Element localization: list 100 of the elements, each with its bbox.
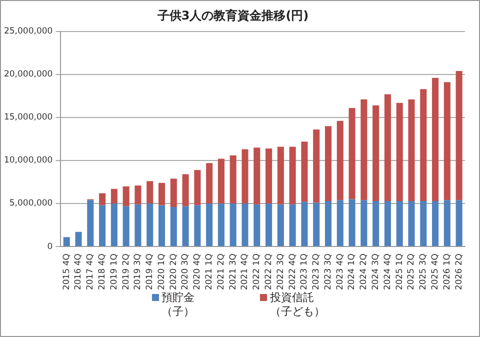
bar — [420, 89, 427, 201]
x-tick-label: 2024 4Q — [382, 253, 393, 290]
x-tick-label: 2022 4Q — [288, 253, 298, 290]
bar — [206, 163, 213, 204]
bar — [242, 204, 248, 246]
bar — [99, 205, 106, 246]
bar — [110, 204, 118, 246]
x-tick-label: 2020 4Q — [192, 253, 203, 290]
bar — [277, 146, 284, 204]
bar — [360, 99, 368, 200]
bar — [75, 232, 82, 246]
x-tick-label: 2023 3Q — [323, 253, 334, 290]
bar — [254, 148, 260, 204]
y-tick-label: 10,000,000 — [4, 156, 53, 166]
bar — [182, 206, 189, 246]
bar — [266, 204, 272, 246]
bar — [194, 205, 201, 246]
x-tick-label: 2019 4Q — [145, 253, 156, 290]
bar — [170, 178, 177, 207]
bar — [396, 102, 403, 201]
bar — [324, 126, 332, 201]
x-tick-label: 2023 1Q — [300, 253, 310, 290]
bar — [99, 193, 106, 206]
bar — [218, 204, 224, 246]
bar — [194, 170, 201, 206]
bar — [206, 204, 213, 246]
bar — [432, 200, 439, 246]
bar — [110, 188, 118, 204]
bar — [266, 148, 272, 204]
x-tick-label: 2021 1Q — [204, 253, 215, 290]
bar — [87, 200, 94, 246]
bar — [420, 200, 427, 246]
x-tick-label: 2026 1Q — [442, 253, 452, 290]
bar — [372, 200, 380, 246]
x-tick-label: 2020 1Q — [156, 253, 167, 290]
bar — [158, 182, 166, 206]
bar — [324, 200, 332, 246]
bar — [134, 185, 142, 204]
bar — [384, 94, 391, 201]
x-tick-label: 2025 2Q — [406, 253, 417, 290]
legend-label: 預貯金（子） — [162, 291, 196, 319]
bar — [301, 142, 308, 202]
x-tick-label: 2026 2Q — [454, 253, 464, 290]
x-tick-label: 2024 2Q — [359, 253, 370, 290]
x-tick-label: 2016 4Q — [74, 253, 84, 290]
y-tick-label: 20,000,000 — [4, 70, 53, 80]
bar — [122, 186, 130, 206]
bar — [289, 146, 296, 204]
bar — [456, 70, 462, 200]
x-tick-label: 2022 2Q — [264, 253, 274, 290]
x-tick-label: 2021 2Q — [216, 253, 226, 290]
bar — [396, 200, 403, 246]
bar — [242, 149, 248, 204]
y-tick-label: 15,000,000 — [4, 112, 53, 123]
bar — [408, 200, 415, 246]
x-tick-label: 2025 4Q — [430, 253, 440, 290]
y-tick-label: 25,000,000 — [4, 26, 53, 37]
bar — [289, 204, 296, 246]
y-tick-label: 5,000,000 — [9, 198, 53, 209]
bar — [313, 130, 320, 203]
bar — [254, 204, 260, 246]
x-tick-label: 2025 3Q — [418, 253, 429, 290]
bar — [230, 155, 236, 204]
bar — [336, 200, 344, 246]
bar — [348, 199, 356, 246]
bar — [384, 200, 391, 246]
x-tick-label: 2018 4Q — [97, 253, 108, 290]
bar — [444, 200, 450, 246]
bar — [408, 99, 415, 201]
bar — [230, 204, 236, 246]
x-tick-label: 2019 1Q — [109, 253, 120, 290]
bar — [313, 202, 320, 246]
legend-label: 投資信託（子ども） — [270, 291, 326, 319]
x-tick-label: 2024 3Q — [371, 253, 382, 290]
x-tick-label: 2022 3Q — [276, 253, 286, 290]
bar — [158, 205, 166, 246]
x-tick-label: 2015 4Q — [62, 253, 72, 290]
bar — [336, 120, 344, 200]
bar — [277, 204, 284, 246]
x-tick-label: 2022 1Q — [252, 253, 262, 290]
x-tick-label: 2017 4Q — [86, 253, 96, 290]
bar — [134, 204, 142, 246]
x-tick-label: 2019 2Q — [121, 253, 132, 290]
bar — [218, 158, 224, 204]
bar — [432, 78, 439, 201]
bar — [146, 181, 154, 204]
x-tick-label: 2020 3Q — [180, 253, 191, 290]
x-tick-label: 2021 4Q — [240, 253, 250, 290]
x-tick-label: 2023 4Q — [335, 253, 346, 290]
y-tick-label: 0 — [47, 242, 53, 252]
bar — [182, 174, 189, 206]
x-tick-label: 2023 2Q — [312, 253, 322, 290]
x-tick-label: 2025 1Q — [394, 253, 405, 290]
bar — [146, 204, 154, 246]
bar — [170, 206, 177, 246]
bar — [456, 200, 462, 246]
bar — [122, 206, 130, 246]
bar — [348, 108, 356, 200]
bar — [63, 237, 70, 246]
x-tick-label: 2019 3Q — [133, 253, 144, 290]
